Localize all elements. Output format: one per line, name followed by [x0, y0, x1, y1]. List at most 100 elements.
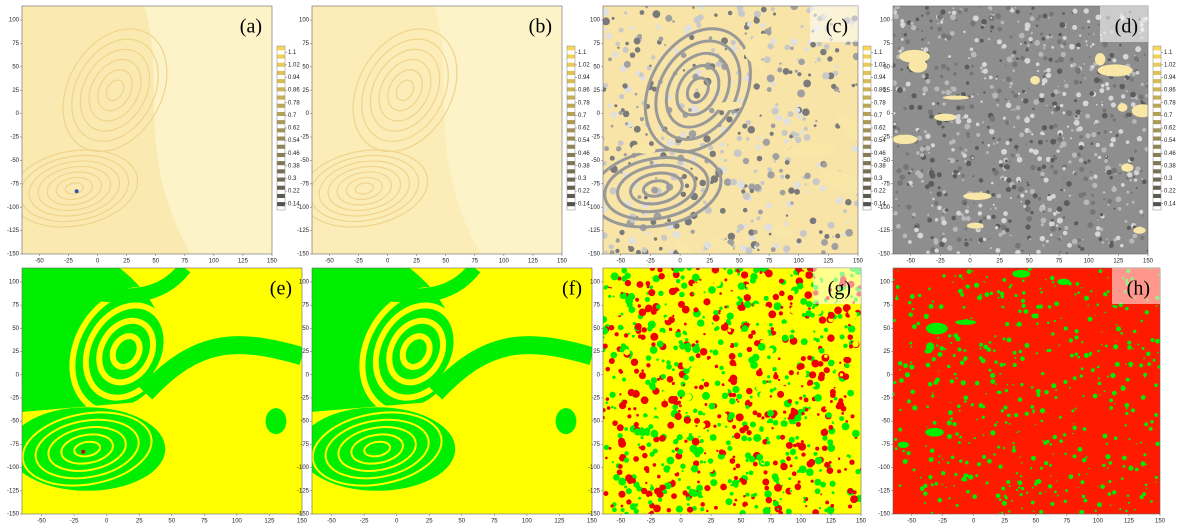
map-speck: [852, 52, 858, 61]
map-speck: [777, 507, 780, 511]
colorbar-step: [1153, 144, 1161, 149]
map-speck: [770, 330, 775, 334]
map-speck: [1148, 427, 1153, 431]
map-speck: [770, 6, 775, 12]
map-speck: [897, 145, 900, 148]
map-speck: [703, 135, 711, 143]
map-speck: [762, 138, 771, 146]
map-speck: [823, 43, 830, 50]
map-speck: [1095, 314, 1097, 317]
map-speck: [939, 241, 945, 247]
x-tick-label: -25: [646, 259, 655, 265]
map-speck: [710, 180, 714, 185]
map-speck: [603, 408, 606, 413]
map-speck: [925, 445, 928, 448]
map-speck: [648, 424, 654, 430]
map-blob: [555, 408, 577, 435]
map-speck: [745, 404, 750, 409]
colorbar-step: [567, 169, 575, 174]
map-speck: [1098, 269, 1103, 273]
map-speck: [641, 247, 648, 253]
colorbar-step: [277, 156, 285, 162]
map-speck: [980, 219, 983, 222]
colorbar-step: [567, 123, 575, 129]
map-speck: [831, 83, 837, 90]
map-speck: [1036, 393, 1041, 397]
map-blob: [631, 144, 656, 154]
map-speck: [1003, 79, 1005, 81]
map-speck: [999, 362, 1004, 367]
map-blob: [1057, 278, 1070, 286]
map-speck: [911, 168, 914, 171]
map-speck: [739, 244, 747, 252]
map-speck: [966, 269, 972, 274]
map-speck: [1064, 83, 1069, 89]
map-speck: [761, 58, 764, 61]
map-speck: [1012, 69, 1016, 73]
y-tick-label: 75: [593, 41, 600, 47]
map-speck: [1018, 430, 1021, 433]
map-speck: [1079, 135, 1083, 139]
y-tick-label: 0: [16, 111, 20, 117]
map-speck: [1071, 152, 1078, 158]
map-speck: [1015, 488, 1019, 492]
map-speck: [894, 447, 898, 451]
map-speck: [1082, 427, 1087, 431]
map-speck: [708, 145, 714, 151]
map-speck: [1074, 99, 1078, 103]
map-speck: [668, 287, 677, 296]
map-speck: [1044, 461, 1049, 466]
map-speck: [821, 161, 828, 168]
y-tick-label: -50: [300, 419, 309, 425]
map-speck: [1068, 160, 1072, 164]
map-speck: [699, 439, 704, 443]
map-speck: [661, 463, 665, 467]
map-speck: [661, 234, 668, 241]
colorbar-step: [277, 54, 285, 59]
map-speck: [942, 274, 946, 278]
map-speck: [1104, 344, 1108, 348]
map-speck: [772, 460, 778, 466]
map-speck: [949, 379, 955, 384]
map-speck: [707, 358, 716, 367]
map-speck: [898, 38, 901, 41]
map-speck: [810, 41, 816, 48]
map-speck: [691, 156, 697, 162]
map-speck: [760, 6, 767, 13]
map-speck: [609, 187, 617, 195]
map-speck: [923, 151, 925, 153]
colorbar-step: [277, 189, 285, 194]
map-speck: [1007, 510, 1011, 513]
map-speck: [1074, 353, 1077, 356]
map-speck: [620, 508, 625, 513]
map-speck: [615, 238, 620, 243]
map-speck: [803, 397, 809, 403]
map-speck: [1052, 434, 1057, 440]
map-speck: [1009, 160, 1011, 163]
map-speck: [638, 344, 647, 352]
map-speck: [1102, 108, 1107, 113]
map-speck: [742, 223, 748, 229]
map-speck: [678, 404, 682, 408]
map-speck: [611, 460, 615, 464]
map-speck: [900, 68, 903, 71]
map-speck: [625, 295, 633, 304]
map-speck: [629, 26, 634, 31]
y-tick-label: 100: [9, 280, 20, 286]
x-tick-label: 50: [168, 519, 175, 525]
x-tick-label: 100: [522, 519, 533, 525]
map-speck: [777, 390, 785, 398]
x-tick-label: 50: [738, 519, 745, 525]
colorbar-step: [1153, 115, 1161, 121]
map-speck: [743, 75, 750, 82]
y-tick-label: -125: [297, 488, 310, 494]
map-speck: [969, 238, 973, 242]
y-tick-label: 100: [590, 280, 601, 286]
map-speck: [1049, 275, 1055, 281]
map-speck: [727, 232, 736, 241]
map-speck: [648, 289, 656, 297]
map-speck: [1067, 125, 1070, 128]
colorbar-step: [1153, 82, 1161, 88]
map-speck: [950, 417, 953, 421]
map-speck: [1015, 9, 1020, 14]
